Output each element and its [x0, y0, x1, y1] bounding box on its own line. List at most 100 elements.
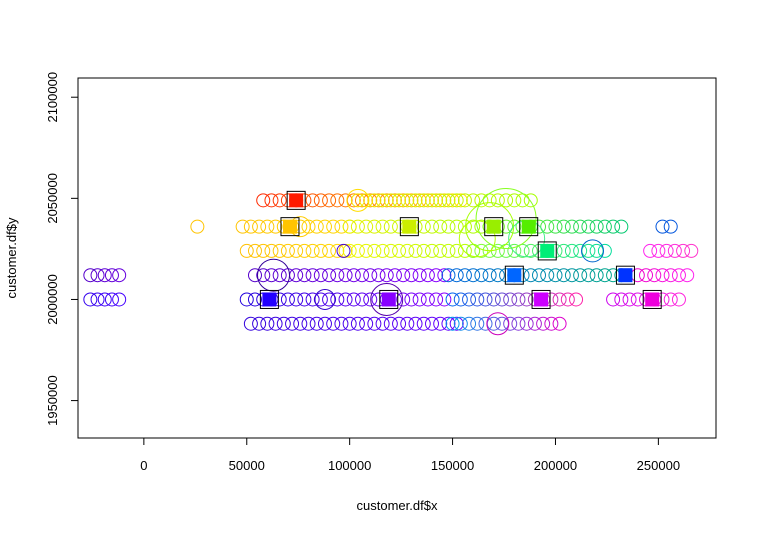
data-point — [350, 193, 365, 208]
data-point — [523, 268, 538, 283]
data-point — [297, 243, 312, 258]
data-point — [449, 316, 464, 331]
data-point — [416, 193, 431, 208]
y-axis-title: customer.df$y — [4, 217, 19, 298]
data-point — [569, 292, 584, 307]
data-point — [433, 219, 448, 234]
data-point — [663, 292, 678, 307]
data-point — [297, 268, 312, 283]
data-point — [494, 292, 509, 307]
centroid-marker — [645, 292, 660, 307]
data-point — [235, 219, 250, 234]
centroid-outline — [280, 217, 300, 237]
data-point — [367, 243, 382, 258]
data-point — [416, 243, 431, 258]
data-point — [424, 316, 439, 331]
centroid-outline — [484, 217, 504, 237]
data-point — [243, 316, 258, 331]
data-point — [285, 316, 300, 331]
data-point — [342, 243, 357, 258]
large-data-point — [458, 220, 496, 258]
data-point — [256, 193, 271, 208]
data-point — [404, 268, 419, 283]
data-point — [630, 292, 645, 307]
data-point — [573, 219, 588, 234]
data-point — [639, 268, 654, 283]
data-point — [457, 193, 472, 208]
data-point — [313, 292, 328, 307]
data-point — [466, 219, 481, 234]
data-point — [449, 219, 464, 234]
centroid-marker — [521, 219, 536, 234]
data-point — [313, 268, 328, 283]
data-point — [387, 268, 402, 283]
data-point — [383, 219, 398, 234]
data-point — [363, 193, 378, 208]
centroid-marker — [507, 268, 522, 283]
data-point — [363, 268, 378, 283]
data-point — [338, 268, 353, 283]
centroid-outline — [379, 289, 399, 309]
data-point — [478, 292, 493, 307]
data-point — [239, 292, 254, 307]
data-point — [441, 268, 456, 283]
data-point — [268, 219, 283, 234]
data-point — [614, 219, 629, 234]
data-point — [350, 243, 365, 258]
data-point — [264, 243, 279, 258]
data-point — [400, 243, 415, 258]
centroid-outline — [519, 217, 539, 237]
data-point — [404, 193, 419, 208]
data-point — [367, 316, 382, 331]
data-point — [359, 316, 374, 331]
data-point — [252, 219, 267, 234]
y-axis: 1950000 2000000 2050000 2100000 — [45, 72, 79, 426]
data-point — [408, 193, 423, 208]
data-point — [441, 316, 456, 331]
data-point — [424, 193, 439, 208]
data-point — [322, 243, 337, 258]
large-data-point — [486, 312, 510, 336]
data-point — [90, 292, 105, 307]
data-point — [326, 219, 341, 234]
data-point — [511, 292, 526, 307]
data-point — [268, 316, 283, 331]
data-point — [671, 292, 686, 307]
centroid-marker — [540, 243, 555, 258]
data-point — [317, 219, 332, 234]
data-point — [313, 243, 328, 258]
data-point — [90, 268, 105, 283]
data-point — [355, 268, 370, 283]
centroid-marker — [486, 219, 501, 234]
data-point — [540, 268, 555, 283]
data-point — [350, 316, 365, 331]
data-point — [597, 268, 612, 283]
data-point — [597, 243, 612, 258]
data-point — [383, 316, 398, 331]
large-data-point — [257, 258, 291, 292]
data-point — [305, 193, 320, 208]
data-point — [564, 268, 579, 283]
data-point — [470, 292, 485, 307]
x-tick-label: 0 — [140, 458, 147, 473]
data-point — [375, 219, 390, 234]
data-point — [404, 292, 419, 307]
data-point — [408, 243, 423, 258]
large-data-point — [314, 288, 336, 310]
data-point — [334, 316, 349, 331]
data-point — [556, 219, 571, 234]
data-point — [457, 219, 472, 234]
data-point — [272, 268, 287, 283]
data-point — [305, 243, 320, 258]
x-tick-label: 200000 — [534, 458, 577, 473]
data-point — [560, 292, 575, 307]
data-point — [424, 243, 439, 258]
data-point — [301, 316, 316, 331]
data-point — [441, 193, 456, 208]
data-point — [383, 243, 398, 258]
data-point — [379, 193, 394, 208]
data-point — [519, 292, 534, 307]
data-point — [375, 243, 390, 258]
